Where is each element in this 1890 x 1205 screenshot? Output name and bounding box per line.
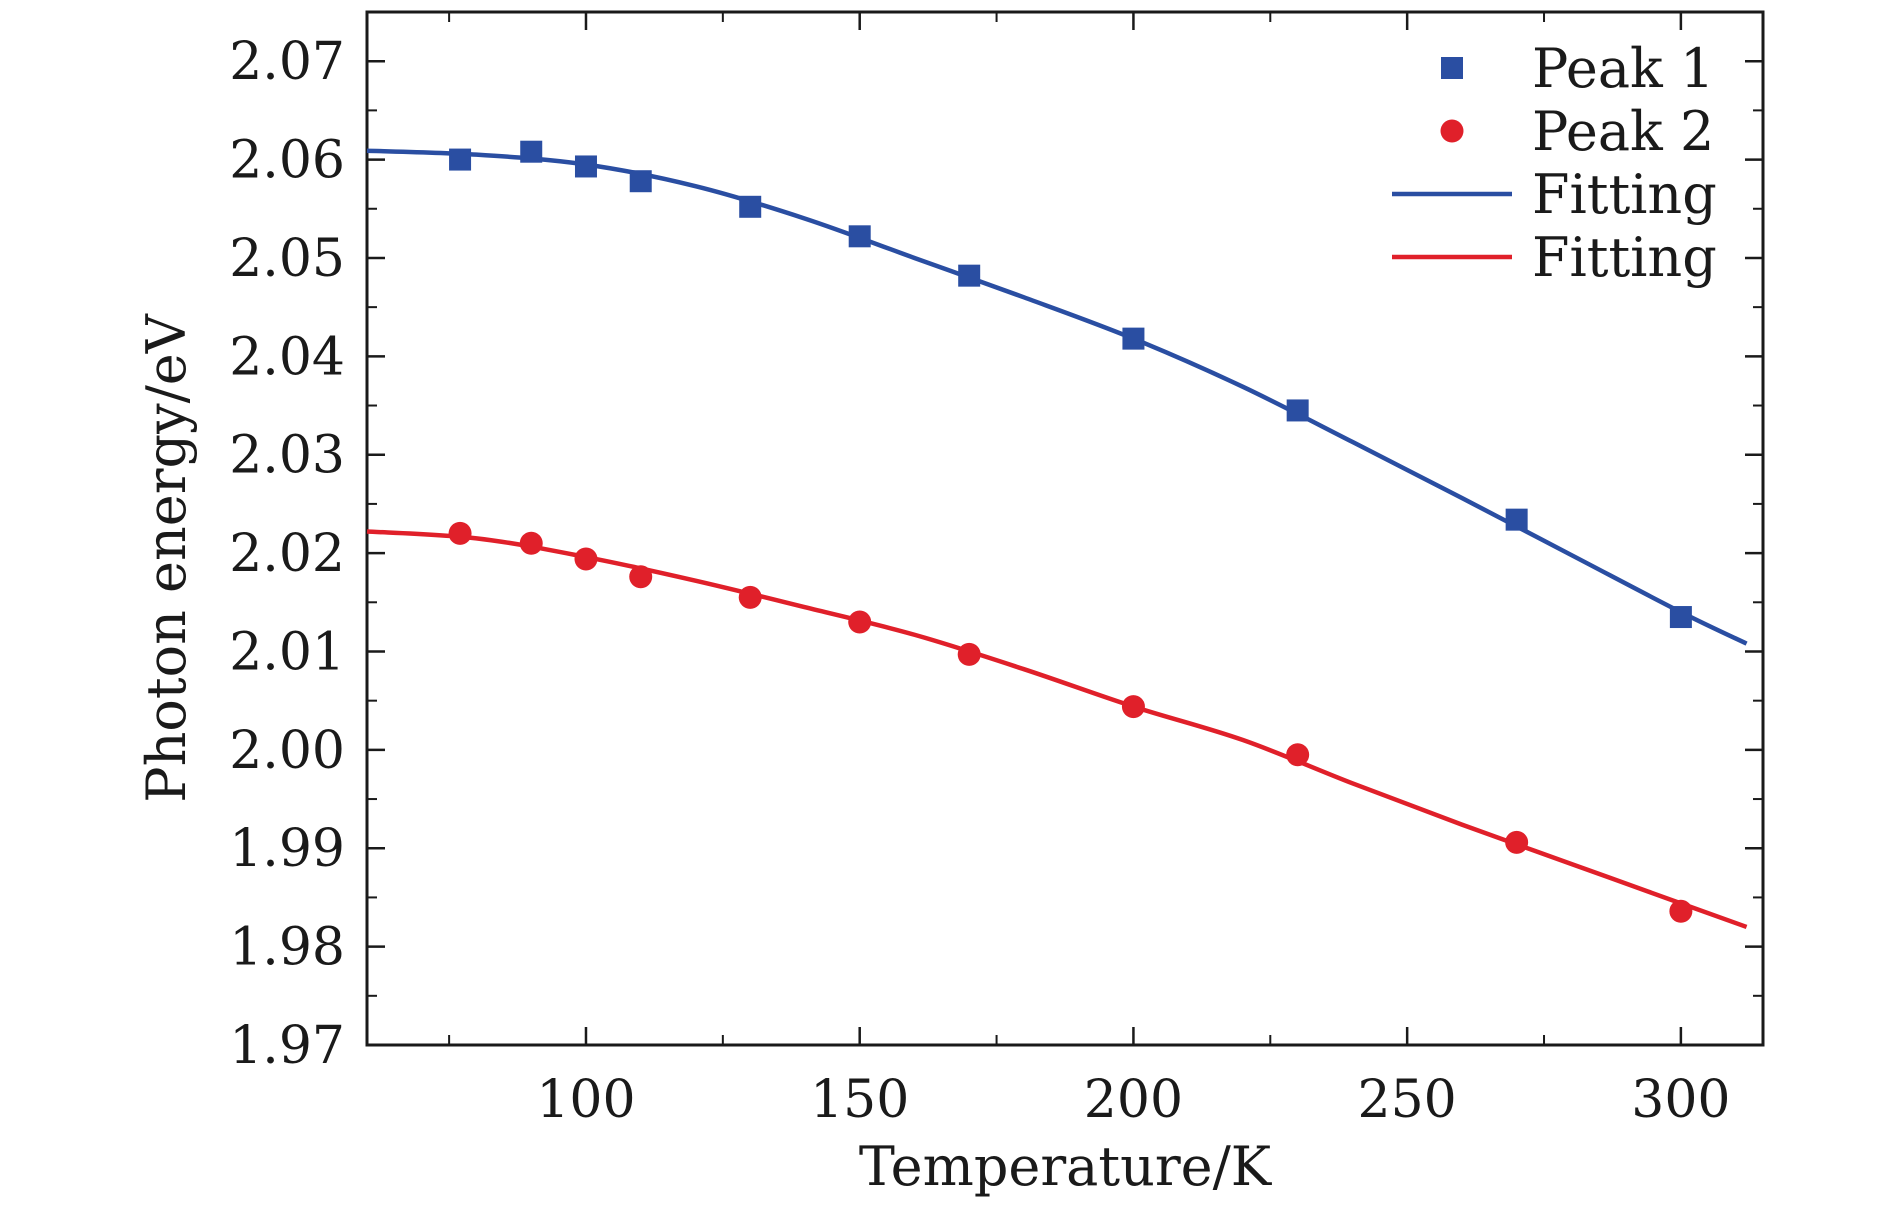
peak-2-point [448, 521, 472, 545]
peak-2-point [1286, 743, 1310, 767]
y-tick-label: 1.97 [229, 1016, 345, 1076]
y-tick-label: 2.03 [229, 426, 345, 486]
peak-2-point [738, 585, 762, 609]
peak-1-point [848, 225, 871, 248]
peak-1-point [1669, 606, 1692, 629]
peak-1-point [629, 170, 652, 193]
legend-swatch-square [1441, 57, 1463, 79]
peak-2-point [1505, 830, 1529, 854]
x-axis-title: Temperature/K [859, 1135, 1273, 1198]
peak-1-point [958, 264, 981, 287]
y-tick-label: 1.99 [229, 819, 345, 879]
y-tick-label: 2.00 [229, 721, 345, 781]
data-points [448, 140, 1693, 923]
x-tick-label: 100 [536, 1070, 635, 1130]
peak-1-point [1286, 399, 1309, 422]
peak-1-point [1505, 508, 1528, 531]
legend-label: Peak 1 [1532, 37, 1714, 100]
axis-ticks [367, 11, 1763, 1047]
peak-1-point [574, 155, 597, 178]
y-tick-label: 2.06 [229, 131, 345, 191]
peak-2-point [574, 547, 598, 571]
x-tick-label: 200 [1084, 1070, 1183, 1130]
peak-2-point [957, 642, 981, 666]
fit-line-3 [366, 529, 1748, 930]
peak-1-point [449, 148, 472, 171]
peak-2-point [629, 565, 653, 589]
peak-2-point [1121, 695, 1145, 719]
x-tick-label: 250 [1358, 1070, 1457, 1130]
y-tick-label: 2.05 [229, 229, 345, 289]
x-tick-label: 300 [1631, 1070, 1730, 1130]
peak-1-point [520, 140, 543, 163]
peak-2-point [519, 531, 543, 555]
legend-label: Fitting [1532, 163, 1717, 226]
y-tick-label: 2.07 [229, 32, 345, 92]
y-tick-label: 2.01 [229, 622, 345, 682]
tick-labels: 100 150 200 250 300 1.97 1.98 1.99 2.00 2.01 2.02 2… [229, 32, 1730, 1130]
fit-line-2 [366, 148, 1748, 646]
y-tick-label: 2.04 [229, 327, 345, 387]
legend-swatch-circle [1440, 119, 1464, 143]
legend-label: Fitting [1532, 226, 1717, 289]
plot-frame [365, 10, 1765, 1047]
legend-label: Peak 2 [1532, 100, 1714, 163]
peak-1-point [739, 195, 762, 218]
y-tick-label: 2.02 [229, 524, 345, 584]
x-tick-label: 150 [810, 1070, 909, 1130]
peak-2-point [848, 610, 872, 634]
y-axis-title: Photon energy/eV [135, 313, 198, 803]
peak-1-point [1122, 327, 1145, 350]
y-tick-label: 1.98 [229, 918, 345, 978]
peak-2-point [1669, 899, 1693, 923]
